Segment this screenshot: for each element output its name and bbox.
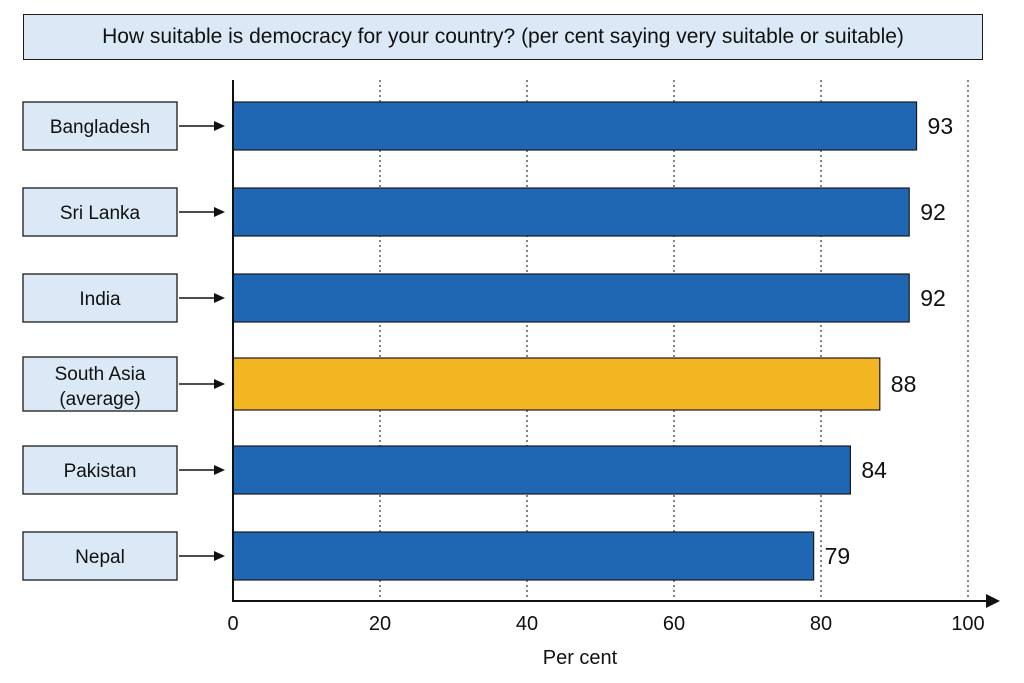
x-axis-title: Per cent [543, 647, 618, 669]
bar [232, 187, 910, 237]
category-labels: Bangladesh Sri Lanka India South Asia (avera… [22, 101, 225, 581]
bar [232, 101, 918, 151]
x-axis-arrowhead [986, 594, 1000, 608]
category-label-line: (average) [59, 389, 140, 410]
connector-arrowhead [214, 379, 225, 389]
x-tick-label: 20 [369, 613, 391, 635]
category-label-box [22, 356, 178, 412]
grid-lines [379, 80, 969, 601]
x-tick-label: 0 [227, 613, 238, 635]
connector-arrowhead [214, 551, 225, 561]
category-label: Pakistan [64, 461, 137, 482]
category-label: India [79, 289, 121, 310]
x-tick-label: 100 [951, 613, 984, 635]
data-label: 84 [861, 457, 887, 483]
category-label-box [22, 101, 178, 151]
x-tick-label: 60 [663, 613, 685, 635]
category-label-box [22, 187, 178, 237]
bar [232, 357, 881, 411]
category-label-line: South Asia [55, 364, 146, 385]
data-label: 93 [928, 113, 954, 139]
connector-arrowhead [214, 207, 225, 217]
x-tick-label: 40 [516, 613, 538, 635]
connector-arrowhead [214, 293, 225, 303]
category-label: Nepal [75, 547, 125, 568]
category-label: Bangladesh [50, 117, 150, 138]
category-label-box [22, 531, 178, 581]
connector-arrowhead [214, 121, 225, 131]
bar [232, 273, 910, 323]
data-label: 88 [891, 371, 917, 397]
category-label-box [22, 273, 178, 323]
chart-title: How suitable is democracy for your count… [23, 14, 983, 60]
connector-arrowhead [214, 465, 225, 475]
category-label: Sri Lanka [60, 203, 141, 224]
data-label: 79 [825, 543, 851, 569]
data-label: 92 [920, 285, 946, 311]
category-label-box [22, 445, 178, 495]
bars-group: 93 92 92 88 84 79 [232, 101, 954, 581]
x-tick-label: 80 [810, 613, 832, 635]
bar [232, 531, 815, 581]
bar [232, 445, 852, 495]
x-tick-labels: 0 20 40 60 80 100 [227, 613, 984, 635]
category-label: South Asia (average) [55, 364, 146, 410]
axes [232, 80, 1000, 608]
data-label: 92 [920, 199, 946, 225]
